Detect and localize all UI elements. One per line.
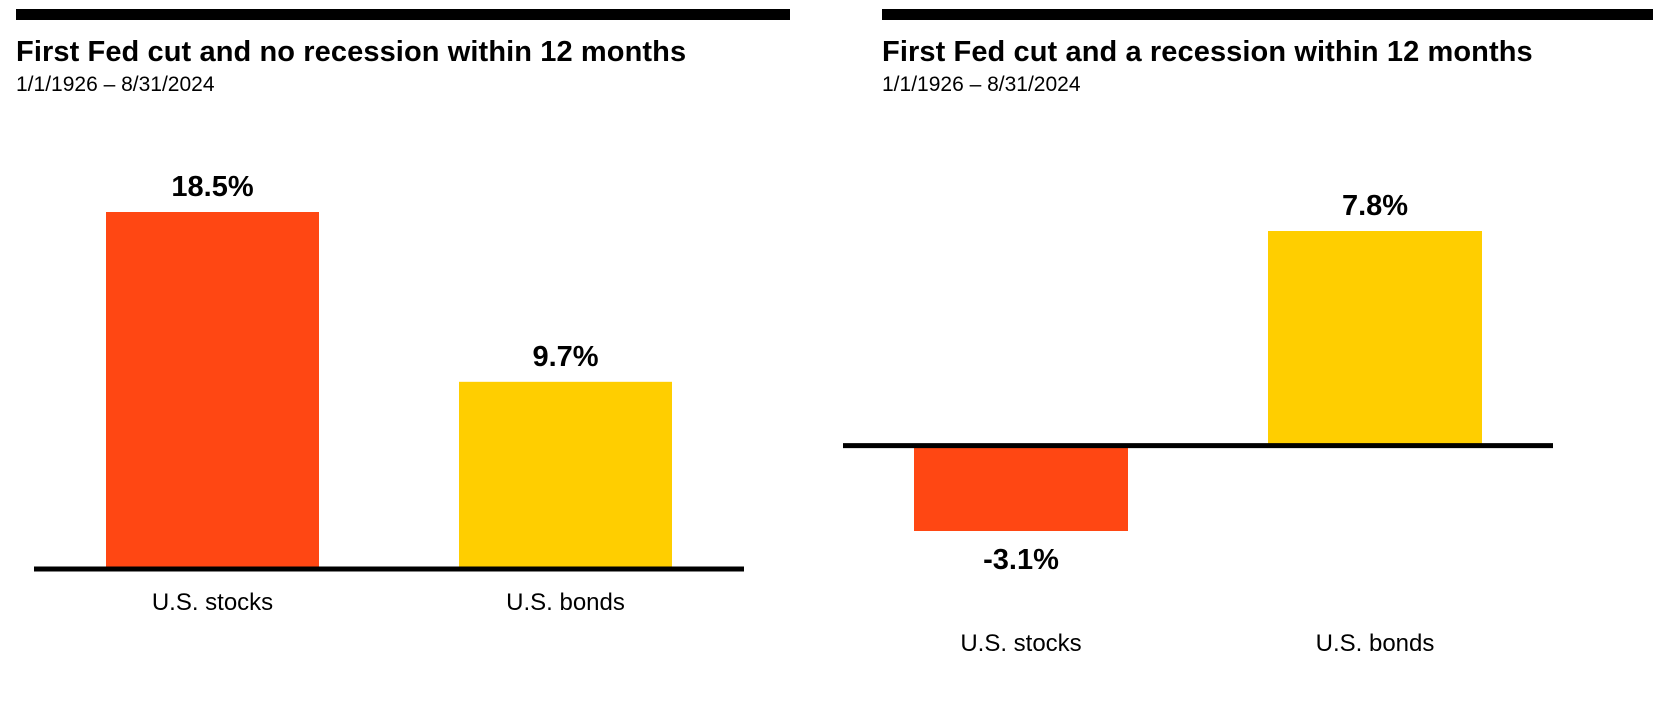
bar-u-s-stocks xyxy=(914,445,1128,531)
bar-u-s-bonds xyxy=(1268,231,1482,446)
chart-subtitle: 1/1/1926 – 8/31/2024 xyxy=(882,73,1081,96)
header-rule xyxy=(16,9,790,20)
bar-chart-plot: 18.5% U.S. stocks 9.7% U.S. bonds xyxy=(34,171,744,616)
chart-title: First Fed cut and no recession within 12… xyxy=(16,36,687,68)
bar-u-s-bonds xyxy=(459,381,672,569)
bar-value-label: 7.8% xyxy=(1342,190,1408,222)
chart-panel-recession: First Fed cut and a recession within 12 … xyxy=(843,0,1662,712)
bar-value-label: 18.5% xyxy=(171,171,253,203)
header-rule xyxy=(882,9,1653,20)
chart-subtitle: 1/1/1926 – 8/31/2024 xyxy=(16,73,215,96)
chart-title: First Fed cut and a recession within 12 … xyxy=(882,36,1533,68)
category-label: U.S. bonds xyxy=(1316,630,1435,657)
category-label: U.S. stocks xyxy=(960,630,1081,657)
category-label: U.S. stocks xyxy=(152,589,273,616)
bar-chart-plot: -3.1% U.S. stocks 7.8% U.S. bonds xyxy=(843,190,1553,657)
bar-value-label: -3.1% xyxy=(983,544,1059,576)
category-label: U.S. bonds xyxy=(506,589,625,616)
chart-panel-no-recession: First Fed cut and no recession within 12… xyxy=(0,0,800,712)
bar-u-s-stocks xyxy=(106,212,319,569)
bar-value-label: 9.7% xyxy=(532,341,598,373)
